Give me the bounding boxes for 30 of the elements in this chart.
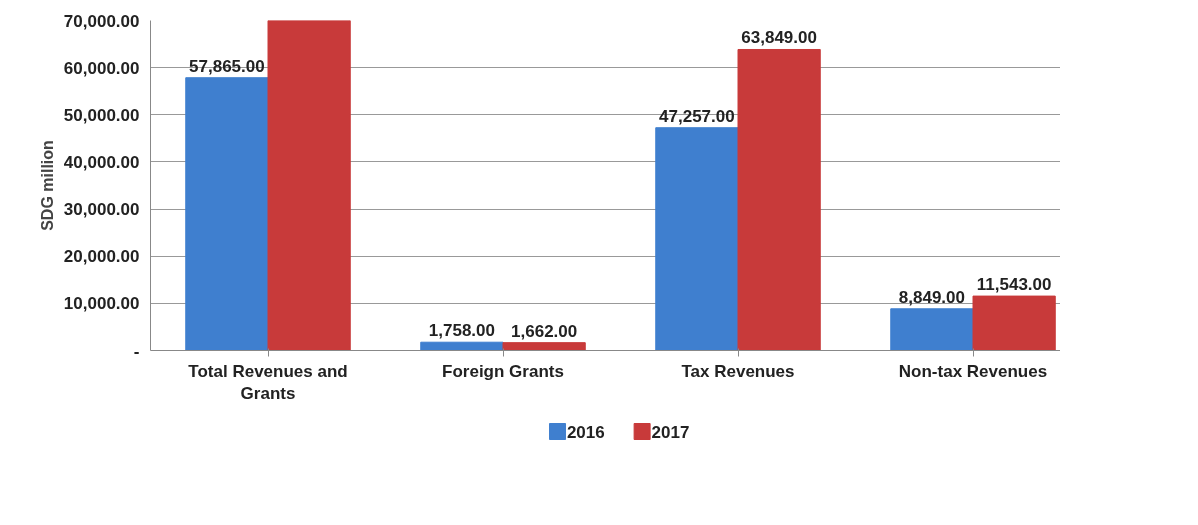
x-tick-label: Non-tax Revenues bbox=[898, 361, 1048, 381]
legend-label: 2016 bbox=[566, 422, 605, 442]
data-label: 8,849.00 bbox=[898, 287, 965, 307]
data-label: 1,758.00 bbox=[428, 321, 495, 341]
y-tick-label: 50,000.00 bbox=[63, 105, 140, 125]
y-tick-label: 60,000.00 bbox=[63, 58, 140, 78]
x-tick-label: Tax Revenues bbox=[681, 361, 795, 381]
y-tick-label: 20,000.00 bbox=[63, 247, 140, 267]
bar bbox=[420, 341, 504, 351]
y-tick-label: 10,000.00 bbox=[63, 294, 140, 314]
bar bbox=[890, 308, 974, 351]
y-tick-label: 70,000.00 bbox=[63, 11, 140, 31]
x-tick-label: Total Revenues and Grants bbox=[188, 361, 348, 404]
x-tick-label: Foreign Grants bbox=[442, 361, 564, 381]
bar bbox=[267, 20, 351, 351]
y-tick-label: 40,000.00 bbox=[63, 152, 140, 172]
y-tick-label: 30,000.00 bbox=[63, 200, 140, 220]
data-label: 63,849.00 bbox=[741, 28, 817, 48]
legend-label: 2017 bbox=[651, 422, 690, 442]
data-label: 57,865.00 bbox=[189, 56, 265, 76]
y-tick-label: - bbox=[133, 341, 140, 361]
bar bbox=[655, 127, 739, 351]
data-label: 11,543.00 bbox=[976, 275, 1052, 295]
bar bbox=[972, 295, 1056, 351]
data-label: 1,662.00 bbox=[511, 321, 578, 341]
bar bbox=[737, 49, 821, 351]
data-label: 47,257.00 bbox=[659, 106, 735, 126]
bar bbox=[185, 77, 269, 351]
y-axis-title: SDG million bbox=[38, 140, 56, 231]
bar bbox=[502, 342, 586, 351]
